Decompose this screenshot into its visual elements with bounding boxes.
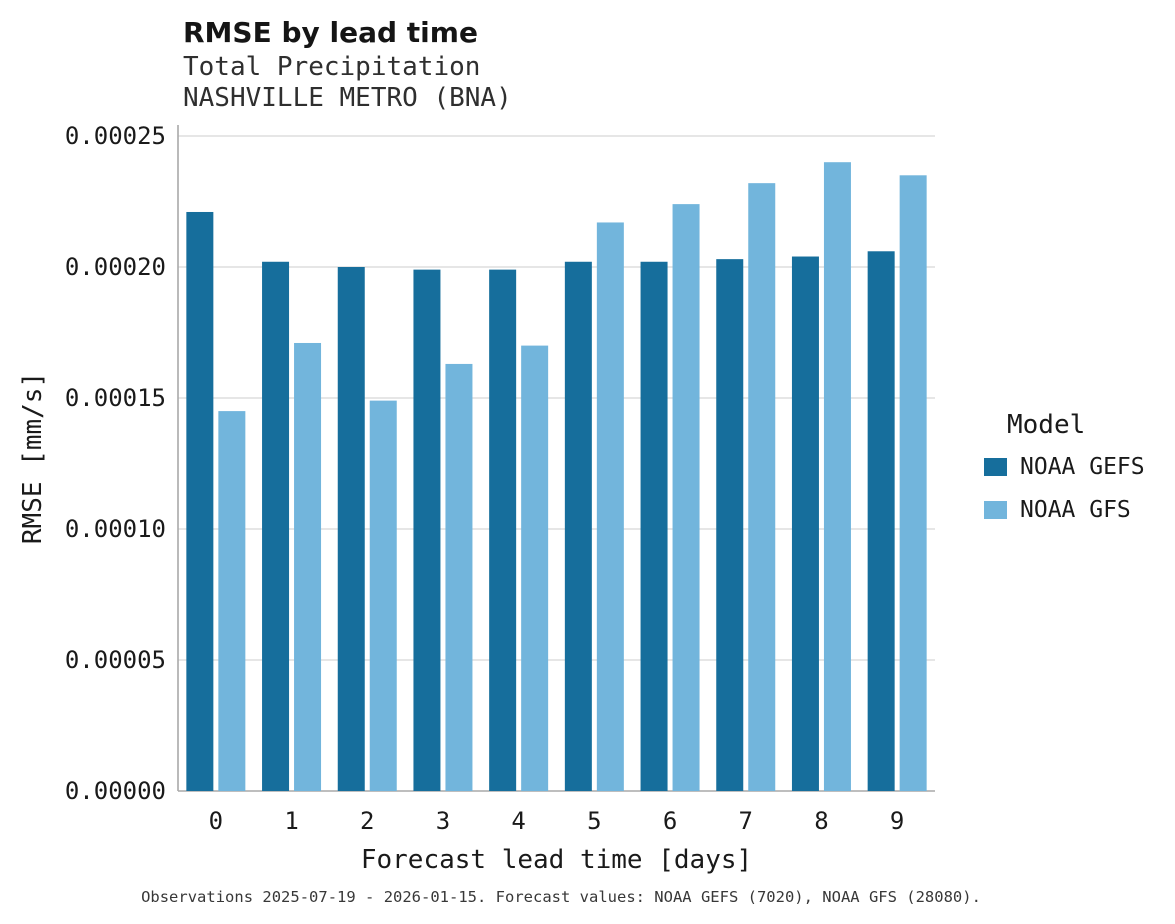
bar-noaa-gfs-8 — [823, 162, 851, 791]
y-tick-label: 0.00015 — [65, 384, 166, 412]
x-tick-label: 5 — [587, 807, 601, 835]
legend-title: Model — [1007, 410, 1086, 440]
bar-noaa-gfs-5 — [596, 222, 624, 791]
legend-entry-gefs: NOAA GEFS — [984, 454, 1145, 480]
chart-title: RMSE by lead time — [183, 16, 478, 49]
bar-noaa-gefs-5 — [564, 261, 592, 791]
legend-label-gefs: NOAA GEFS — [1020, 454, 1145, 480]
legend-swatch-gfs — [984, 501, 1007, 519]
legend-entry-gfs: NOAA GFS — [984, 497, 1145, 523]
bar-noaa-gefs-0 — [186, 211, 214, 792]
bar-noaa-gfs-3 — [445, 363, 473, 791]
bar-noaa-gfs-7 — [748, 183, 776, 791]
bar-noaa-gfs-2 — [369, 400, 397, 791]
x-tick-label: 4 — [511, 807, 525, 835]
legend: Model NOAA GEFS NOAA GFS — [984, 410, 1145, 540]
y-tick-label: 0.00020 — [65, 253, 166, 281]
x-tick-label: 8 — [814, 807, 828, 835]
bar-noaa-gefs-2 — [337, 267, 365, 791]
legend-swatch-gefs — [984, 458, 1007, 476]
x-tick-label: 6 — [663, 807, 677, 835]
bar-noaa-gfs-0 — [218, 411, 246, 791]
bar-noaa-gfs-4 — [521, 345, 549, 791]
bar-noaa-gefs-9 — [867, 251, 895, 791]
bar-noaa-gefs-6 — [640, 261, 668, 791]
x-tick-label: 1 — [284, 807, 298, 835]
x-tick-label: 7 — [739, 807, 753, 835]
bar-noaa-gfs-6 — [672, 204, 700, 791]
x-tick-label: 2 — [360, 807, 374, 835]
bar-noaa-gfs-9 — [899, 175, 927, 792]
y-axis-label: RMSE [mm/s] — [18, 371, 48, 545]
y-tick-label: 0.00010 — [65, 515, 166, 543]
bar-noaa-gefs-7 — [716, 259, 744, 791]
y-tick-label: 0.00025 — [65, 122, 166, 150]
x-axis-label: Forecast lead time [days] — [360, 845, 753, 875]
x-tick-label: 9 — [890, 807, 904, 835]
bar-noaa-gefs-3 — [413, 269, 441, 791]
x-tick-label: 0 — [209, 807, 223, 835]
bar-noaa-gefs-1 — [262, 261, 290, 791]
x-tick-label: 3 — [436, 807, 450, 835]
bar-noaa-gfs-1 — [294, 342, 322, 791]
chart-subtitle-location: NASHVILLE METRO (BNA) — [183, 83, 512, 113]
chart-subtitle-variable: Total Precipitation — [183, 52, 481, 82]
bar-noaa-gefs-4 — [489, 269, 517, 791]
bar-noaa-gefs-8 — [791, 256, 819, 791]
chart-caption: Observations 2025-07-19 - 2026-01-15. Fo… — [141, 888, 981, 906]
y-tick-label: 0.00005 — [65, 646, 166, 674]
legend-label-gfs: NOAA GFS — [1020, 497, 1131, 523]
y-tick-label: 0.00000 — [65, 777, 166, 805]
